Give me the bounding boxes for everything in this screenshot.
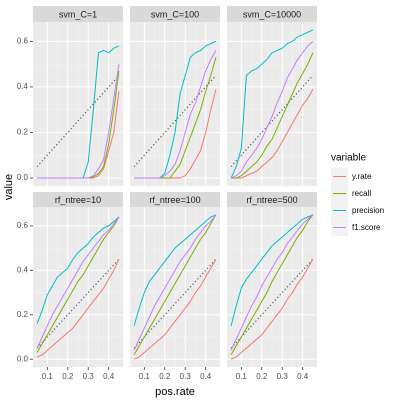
series-line [230,214,314,327]
strip-label: rf_ntree=500 [246,195,297,205]
x-tick-label: 0.3 [83,372,95,381]
x-tick-label: 0.4 [200,372,212,381]
series-line [133,214,217,356]
series-line [133,214,217,327]
series-line [133,258,217,360]
series-line [36,216,120,324]
series-line [231,88,314,179]
strip [227,192,317,207]
reference-line [36,75,120,168]
y-tick-label: 0.4 [17,265,29,274]
series-line [230,214,314,351]
legend-label: precision [352,206,384,215]
y-tick-label: 0.0 [17,354,29,363]
series-line [134,50,217,179]
x-tick-label: 0.2 [256,372,268,381]
legend-label: recall [352,189,371,198]
series-line [230,214,314,356]
x-tick-label: 0.2 [159,372,171,381]
series-line [36,216,120,353]
y-tick-label: 0.2 [17,310,29,319]
y-tick-label: 0.6 [17,221,29,230]
y-tick-label: 0.0 [17,173,29,182]
strip [130,192,220,207]
y-tick-label: 0.2 [17,128,29,137]
strip-label: svm_C=100 [151,9,199,19]
legend-title: variable [331,153,366,164]
x-tick-label: 0.3 [180,372,192,381]
series-line [231,52,314,179]
reference-line [230,75,314,168]
legend-label: y.rate [352,172,372,181]
x-tick-label: 0.4 [297,372,309,381]
series-line [133,214,217,351]
legend-label: f1.score [352,223,381,232]
series-line [230,29,314,179]
strip-label: rf_ntree=100 [149,195,200,205]
series-line [36,216,120,349]
x-tick-label: 0.2 [62,372,74,381]
strip [33,6,123,22]
x-axis-title: pos.rate [155,386,195,398]
x-tick-label: 0.1 [42,372,54,381]
strip-label: svm_C=10000 [243,9,301,19]
strip [130,6,220,22]
series-line [37,64,120,179]
y-tick-label: 0.6 [17,36,29,45]
series-line [230,258,314,360]
reference-line [133,75,217,168]
x-tick-label: 0.1 [236,372,248,381]
strip [33,192,123,207]
series-line [230,40,314,179]
y-axis-title: value [3,174,15,200]
strip-label: rf_ntree=10 [55,195,101,205]
x-tick-label: 0.1 [139,372,151,381]
strip [227,6,317,22]
series-line [36,259,120,358]
x-tick-label: 0.4 [103,372,115,381]
strip-label: svm_C=1 [59,9,97,19]
x-tick-label: 0.3 [277,372,289,381]
y-tick-label: 0.4 [17,82,29,91]
